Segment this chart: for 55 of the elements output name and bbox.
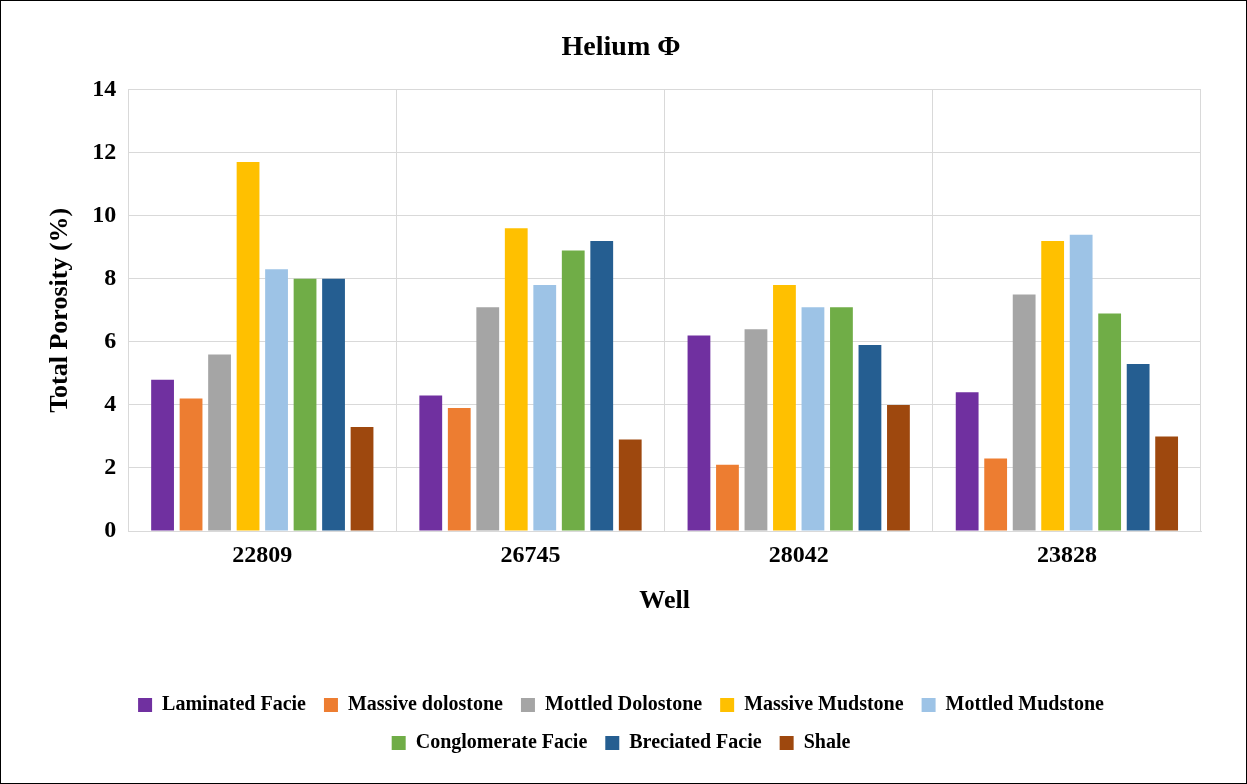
x-tick-label: 22809 bbox=[232, 540, 293, 567]
bar bbox=[887, 404, 910, 531]
bar bbox=[773, 285, 796, 531]
legend-label: Mottled Mudstone bbox=[945, 692, 1105, 715]
bar bbox=[265, 269, 288, 531]
legend-label: Massive dolostone bbox=[347, 692, 504, 715]
bar bbox=[419, 395, 443, 531]
bar bbox=[801, 307, 825, 531]
y-axis-title: Total Porosity (%) bbox=[44, 207, 74, 413]
y-tick-label: 6 bbox=[104, 327, 117, 354]
bar bbox=[447, 408, 471, 531]
x-tick-label: 23828 bbox=[1036, 540, 1097, 567]
bar bbox=[236, 162, 260, 531]
bar bbox=[476, 307, 500, 531]
legend-label: Shale bbox=[803, 730, 851, 753]
legend-label: Massive Mudstone bbox=[744, 692, 904, 715]
bar bbox=[533, 285, 557, 531]
x-axis-title: Well bbox=[639, 585, 690, 615]
legend-label: Laminated Facie bbox=[162, 692, 307, 715]
bar bbox=[1155, 436, 1179, 531]
bar bbox=[1126, 363, 1150, 531]
bar bbox=[350, 426, 374, 531]
bar bbox=[687, 335, 711, 531]
bar bbox=[1012, 294, 1036, 531]
y-tick-label: 8 bbox=[104, 263, 117, 290]
x-tick-label: 26745 bbox=[500, 540, 561, 567]
y-tick-label: 12 bbox=[92, 137, 117, 164]
bar bbox=[858, 344, 882, 531]
legend-label: Conglomerate Facie bbox=[415, 730, 588, 754]
bar bbox=[561, 250, 585, 531]
bar bbox=[1069, 234, 1093, 531]
bar bbox=[1041, 240, 1065, 531]
y-tick-label: 4 bbox=[104, 390, 117, 417]
x-tick-label: 28042 bbox=[768, 540, 829, 567]
legend-label: Mottled Dolostone bbox=[544, 692, 703, 715]
bar bbox=[716, 464, 739, 531]
bar bbox=[504, 228, 528, 531]
bar bbox=[984, 458, 1008, 531]
y-tick-label: 0 bbox=[104, 516, 117, 543]
bar bbox=[618, 439, 642, 531]
y-tick-label: 2 bbox=[104, 453, 117, 480]
chart-title: Helium Φ bbox=[561, 30, 681, 62]
bar bbox=[1098, 313, 1122, 531]
y-tick-label: 10 bbox=[92, 200, 117, 227]
legend-label: Breciated Facie bbox=[629, 730, 762, 753]
bar bbox=[293, 278, 317, 531]
bar bbox=[830, 307, 853, 531]
bar bbox=[744, 329, 768, 531]
bar bbox=[590, 240, 614, 531]
bar bbox=[151, 379, 174, 531]
bar bbox=[208, 354, 231, 531]
bar bbox=[955, 392, 979, 531]
bar bbox=[179, 398, 203, 531]
y-tick-label: 14 bbox=[92, 74, 117, 101]
bar bbox=[322, 278, 345, 531]
